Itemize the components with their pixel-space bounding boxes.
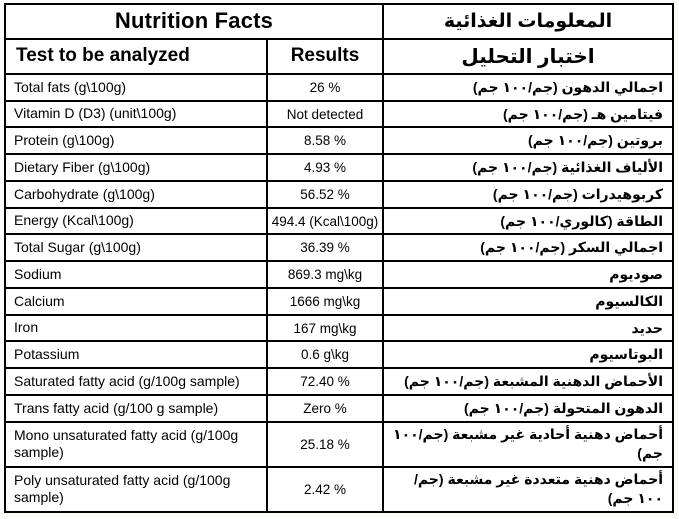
table-row: Saturated fatty acid (g/100g sample) 72.… xyxy=(4,367,675,396)
result-value: 1666 mg\kg xyxy=(265,286,385,316)
result-value: 4.93 % xyxy=(265,153,385,182)
test-name-ar: الأحماض الدهنية المشبعة (جم/١٠٠ جم) xyxy=(382,367,675,396)
column-header-row: Test to be analyzed Results اختبار التحل… xyxy=(4,37,675,75)
table-row: Vitamin D (D3) (unit\100g) Not detected … xyxy=(4,99,675,129)
column-header-test-ar: اختبار التحليل xyxy=(382,37,675,75)
column-header-test: Test to be analyzed xyxy=(4,37,268,75)
table-row: Protein (g\100g) 8.58 % بروتين (جم/١٠٠ ج… xyxy=(4,126,675,156)
test-name-ar: بروتين (جم/١٠٠ جم) xyxy=(382,126,675,156)
table-row: Trans fatty acid (g/100 g sample) Zero %… xyxy=(4,393,675,423)
test-name-ar: البوتاسيوم xyxy=(382,340,675,370)
test-name-ar: الألياف الغذائية (جم/١٠٠ جم) xyxy=(382,153,675,182)
test-name-en: Trans fatty acid (g/100 g sample) xyxy=(4,393,268,423)
nutrition-facts-table: Nutrition Facts المعلومات الغذائية Test … xyxy=(3,3,675,514)
result-value: 869.3 mg\kg xyxy=(265,260,385,289)
table-row: Iron 167 mg\kg حديد xyxy=(4,313,675,343)
test-name-en: Protein (g\100g) xyxy=(4,126,268,156)
table-title-ar: المعلومات الغذائية xyxy=(382,3,675,40)
result-value: 36.39 % xyxy=(265,233,385,263)
test-name-en: Mono unsaturated fatty acid (g/100g samp… xyxy=(4,420,268,468)
result-value: 72.40 % xyxy=(265,367,385,396)
result-value: 2.42 % xyxy=(265,465,385,514)
test-name-ar: اجمالي الدهون (جم/١٠٠ جم) xyxy=(382,72,675,102)
table-title-en: Nutrition Facts xyxy=(3,3,385,40)
test-name-ar: الكالسيوم xyxy=(382,286,675,316)
result-value: 56.52 % xyxy=(265,179,385,209)
table-title-row: Nutrition Facts المعلومات الغذائية xyxy=(3,3,675,40)
test-name-en: Potassium xyxy=(4,340,268,370)
test-name-ar: حديد xyxy=(382,313,675,343)
result-value: 8.58 % xyxy=(265,126,385,156)
test-name-en: Poly unsaturated fatty acid (g/100g samp… xyxy=(4,465,268,514)
table-row: Dietary Fiber (g\100g) 4.93 % الألياف ال… xyxy=(4,153,675,182)
table-row: Total fats (g\100g) 26 % اجمالي الدهون (… xyxy=(4,72,675,102)
test-name-en: Total fats (g\100g) xyxy=(4,72,268,102)
test-name-en: Carbohydrate (g\100g) xyxy=(4,179,268,209)
result-value: 167 mg\kg xyxy=(265,313,385,343)
result-value: 0.6 g\kg xyxy=(265,340,385,370)
table-row: Energy (Kcal\100g) 494.4 (Kcal\100g) الط… xyxy=(4,206,675,236)
result-value: Not detected xyxy=(265,99,385,129)
test-name-en: Dietary Fiber (g\100g) xyxy=(4,153,268,182)
test-name-ar: أحماض دهنية أحادية غير مشبعة (جم/١٠٠ جم) xyxy=(382,420,675,468)
test-name-ar: فيتامين هـ (جم/١٠٠ جم) xyxy=(382,99,675,129)
test-name-ar: الدهون المتحولة (جم/١٠٠ جم) xyxy=(382,393,675,423)
result-value: 494.4 (Kcal\100g) xyxy=(265,206,385,236)
test-name-en: Vitamin D (D3) (unit\100g) xyxy=(4,99,268,129)
test-name-en: Calcium xyxy=(4,286,268,316)
test-name-ar: الطاقة (كالوري/١٠٠ جم) xyxy=(382,206,675,236)
result-value: 26 % xyxy=(265,72,385,102)
test-name-en: Iron xyxy=(4,313,268,343)
test-name-ar: كربوهيدرات (جم/١٠٠ جم) xyxy=(382,179,675,209)
test-name-en: Energy (Kcal\100g) xyxy=(4,206,268,236)
table-row: Total Sugar (g\100g) 36.39 % اجمالي السك… xyxy=(4,233,675,263)
test-name-ar: صوديوم xyxy=(382,260,675,289)
result-value: 25.18 % xyxy=(265,420,385,468)
result-value: Zero % xyxy=(265,393,385,423)
table-row: Potassium 0.6 g\kg البوتاسيوم xyxy=(4,340,675,370)
test-name-ar: أحماض دهنية متعددة غير مشبعة (جم/١٠٠ جم) xyxy=(382,465,675,514)
table-row: Sodium 869.3 mg\kg صوديوم xyxy=(4,260,675,289)
test-name-ar: اجمالي السكر (جم/١٠٠ جم) xyxy=(382,233,675,263)
table-row: Poly unsaturated fatty acid (g/100g samp… xyxy=(4,465,675,514)
column-header-results: Results xyxy=(265,37,385,75)
test-name-en: Total Sugar (g\100g) xyxy=(4,233,268,263)
table-row: Mono unsaturated fatty acid (g/100g samp… xyxy=(4,420,675,468)
table-row: Calcium 1666 mg\kg الكالسيوم xyxy=(4,286,675,316)
test-name-en: Saturated fatty acid (g/100g sample) xyxy=(4,367,268,396)
test-name-en: Sodium xyxy=(4,260,268,289)
table-row: Carbohydrate (g\100g) 56.52 % كربوهيدرات… xyxy=(4,179,675,209)
